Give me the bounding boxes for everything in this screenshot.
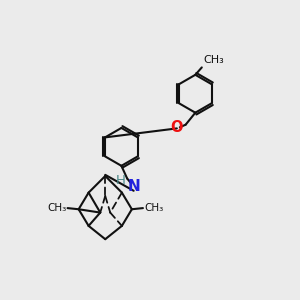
- Text: CH₃: CH₃: [203, 55, 224, 65]
- Text: CH₃: CH₃: [144, 202, 163, 213]
- Text: H: H: [116, 174, 126, 187]
- Text: CH₃: CH₃: [47, 202, 66, 213]
- Text: O: O: [171, 120, 183, 135]
- Text: N: N: [127, 179, 140, 194]
